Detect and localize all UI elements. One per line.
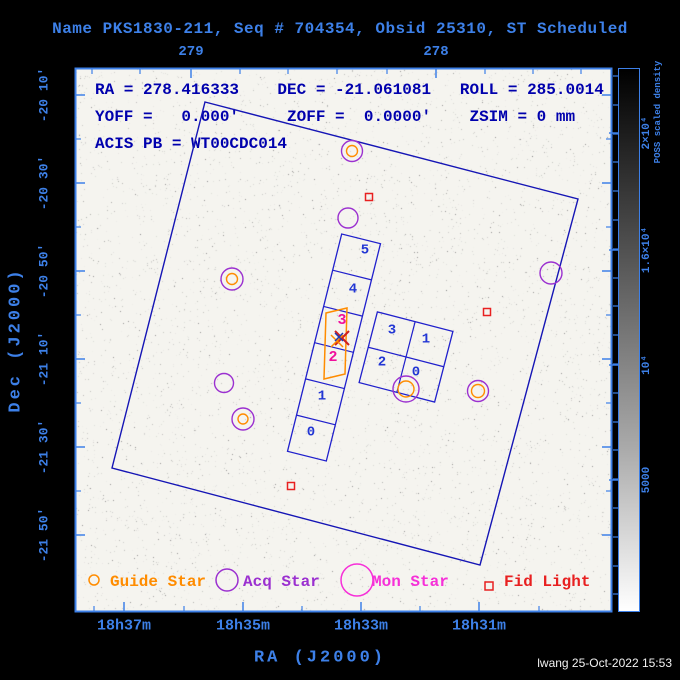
colorbar-tick-label: 5000	[641, 467, 653, 493]
ra-hour-tick-label: 18h35m	[216, 618, 270, 635]
dec-tick-label: -21 10'	[37, 332, 52, 387]
ra-hour-tick-label: 18h33m	[334, 618, 388, 635]
colorbar-tick-label: 10⁴	[641, 355, 653, 375]
ra-hour-tick-label: 18h31m	[452, 618, 506, 635]
info-line-ra-dec-roll: RA = 278.416333 DEC = -21.061081 ROLL = …	[95, 82, 604, 98]
colorbar-gradient	[618, 68, 640, 612]
dec-tick-label: -21 50'	[37, 508, 52, 563]
ra-degree-tick-label: 278	[423, 44, 448, 60]
dec-tick-label: -20 10'	[37, 68, 52, 123]
legend-label-guide-star: Guide Star	[110, 573, 206, 591]
obsvis-window: { "header": { "title": "Name PKS1830-211…	[0, 0, 680, 680]
credit-timestamp: lwang 25-Oct-2022 15:53	[537, 656, 672, 670]
legend-label-acq-star: Acq Star	[243, 573, 320, 591]
plot-title: Name PKS1830-211, Seq # 704354, Obsid 25…	[52, 20, 628, 38]
colorbar-title: POSS scaled density	[653, 61, 663, 164]
dec-tick-label: -20 30'	[37, 156, 52, 211]
legend-label-mon-star: Mon Star	[372, 573, 449, 591]
dec-tick-label: -21 30'	[37, 420, 52, 475]
info-line-offsets: YOFF = 0.000' ZOFF = 0.0000' ZSIM = 0 mm	[95, 109, 575, 125]
y-axis-title: Dec (J2000)	[7, 267, 26, 412]
ra-degree-tick-label: 279	[178, 44, 203, 60]
dec-tick-label: -20 50'	[37, 244, 52, 299]
info-line-acis-pb: ACIS PB = WT00CDC014	[95, 136, 287, 152]
legend-label-fid-light: Fid Light	[504, 573, 590, 591]
x-axis-title: RA (J2000)	[254, 649, 386, 668]
colorbar-tick-label: 2×10⁴	[641, 116, 653, 149]
ra-hour-tick-label: 18h37m	[97, 618, 151, 635]
colorbar-tick-label: 1.6×10⁴	[641, 227, 653, 273]
